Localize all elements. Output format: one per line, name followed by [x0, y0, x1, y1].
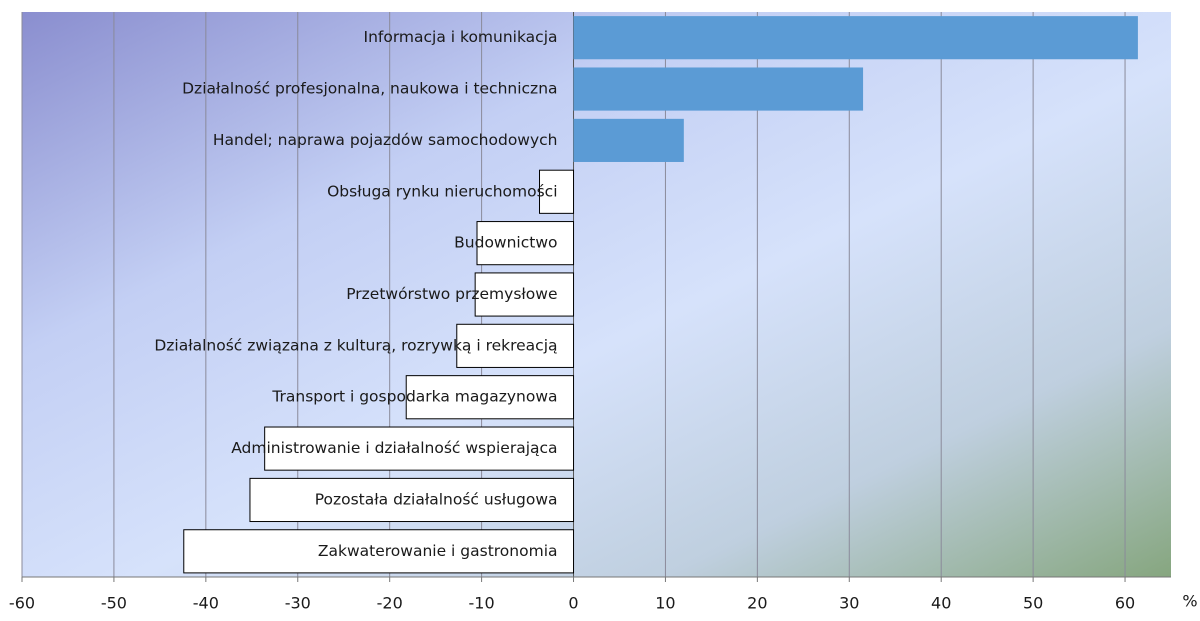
x-tick-label: -60	[9, 594, 35, 613]
bar	[573, 16, 1138, 60]
category-label: Pozostała działalność usługowa	[315, 490, 558, 508]
x-tick-label: -30	[285, 594, 311, 613]
category-label: Transport i gospodarka magazynowa	[271, 388, 557, 406]
bar	[573, 67, 864, 111]
x-tick-label: -50	[101, 594, 127, 613]
bar	[476, 221, 575, 266]
category-label: Działalność profesjonalna, naukowa i tec…	[182, 80, 557, 98]
x-tick-label: 10	[655, 594, 675, 613]
x-tick-label: -20	[377, 594, 403, 613]
category-label: Działalność związana z kulturą, rozrywką…	[154, 336, 557, 354]
category-label: Obsługa rynku nieruchomości	[327, 182, 557, 200]
bar	[249, 477, 575, 523]
bar	[474, 272, 575, 317]
x-tick-label: -10	[469, 594, 495, 613]
bar	[183, 529, 575, 574]
category-label: Handel; naprawa pojazdów samochodowych	[213, 131, 558, 149]
category-label: Zakwaterowanie i gastronomia	[318, 542, 558, 560]
x-tick-label: 40	[931, 594, 951, 613]
bar	[573, 118, 684, 162]
x-tick-label: 50	[1023, 594, 1043, 613]
bar	[456, 323, 575, 368]
x-tick-label: 20	[747, 594, 767, 613]
x-tick-label: 60	[1115, 594, 1135, 613]
x-tick-label: -40	[193, 594, 219, 613]
category-label: Administrowanie i działalność wspierając…	[231, 439, 557, 457]
bar	[539, 169, 575, 214]
bar	[405, 375, 575, 420]
category-label: Przetwórstwo przemysłowe	[346, 285, 557, 303]
category-label: Budownictwo	[454, 234, 557, 252]
bar	[264, 426, 575, 471]
x-tick-label: 0	[568, 594, 578, 613]
axis-unit: %	[1182, 592, 1197, 611]
x-tick-label: 30	[839, 594, 859, 613]
category-label: Informacja i komunikacja	[364, 28, 558, 46]
